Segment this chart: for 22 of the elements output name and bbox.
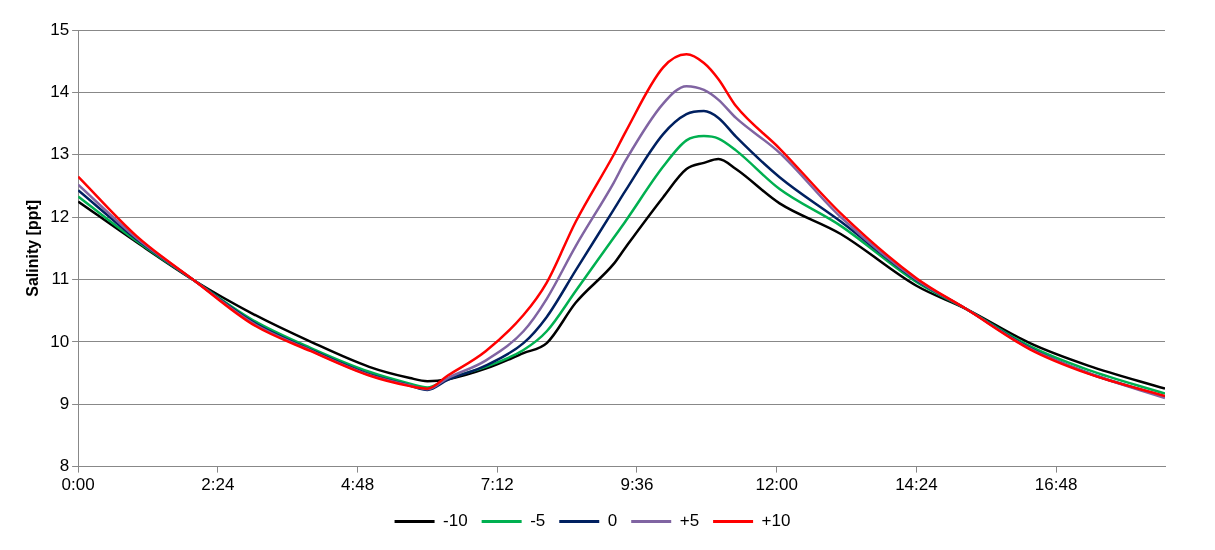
legend-label: +5 — [679, 511, 700, 531]
x-tick-label: 2:24 — [201, 475, 235, 495]
y-axis-title: Salinity [ppt] — [24, 199, 42, 297]
x-tick-label: 12:00 — [755, 475, 798, 495]
legend-label: -10 — [443, 511, 468, 531]
y-tick-label: 9 — [59, 393, 70, 413]
x-tick-label: 0:00 — [61, 475, 95, 495]
x-tick-label: 4:48 — [341, 475, 375, 495]
x-tick-label: 14:24 — [895, 475, 938, 495]
x-tick-label: 7:12 — [480, 475, 514, 495]
y-tick-label: 13 — [50, 144, 70, 164]
legend-label: 0 — [607, 511, 618, 531]
y-tick-label: 15 — [50, 19, 70, 39]
y-tick-label: 10 — [50, 331, 70, 351]
x-tick-label: 9:36 — [620, 475, 654, 495]
y-tick-label: 14 — [50, 82, 70, 102]
y-tick-label: 11 — [51, 269, 70, 289]
legend-label: +10 — [761, 511, 791, 531]
x-tick-label: 16:48 — [1034, 475, 1078, 495]
legend-label: -5 — [530, 511, 546, 531]
y-tick-label: 12 — [50, 206, 70, 226]
y-tick-label: 8 — [59, 456, 70, 476]
